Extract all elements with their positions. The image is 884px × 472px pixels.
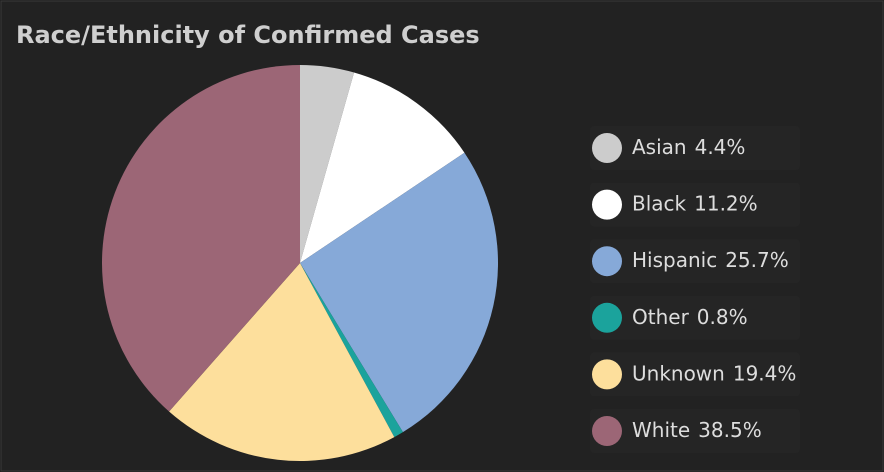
legend-row-bg	[590, 409, 800, 453]
legend-swatch	[592, 416, 622, 446]
pie-slice	[169, 263, 395, 461]
legend-value: 25.7%	[725, 248, 789, 272]
legend-value: 11.2%	[694, 191, 758, 215]
legend-entry: Hispanic 25.7%	[632, 248, 789, 272]
legend-label: Hispanic	[632, 248, 717, 272]
legend-label: Unknown	[632, 361, 725, 385]
pie-slice	[101, 65, 300, 412]
legend-row-bg	[590, 182, 800, 227]
legend-row-bg	[590, 295, 800, 340]
legend-label: Black	[632, 191, 687, 215]
legend-row-bg	[590, 126, 800, 170]
pie-slice	[300, 65, 355, 263]
legend-swatch	[592, 302, 622, 333]
legend-swatch	[592, 359, 622, 390]
legend-value: 0.8%	[697, 304, 748, 328]
legend-entry: Other 0.8%	[632, 304, 748, 328]
pie-slice	[300, 152, 498, 433]
legend-value: 19.4%	[733, 361, 797, 385]
legend-swatch	[592, 189, 622, 220]
pie-slice	[300, 263, 403, 438]
legend-entry: Unknown 19.4%	[632, 361, 796, 385]
legend-row-bg	[590, 239, 800, 284]
legend-entry: Asian 4.4%	[632, 135, 745, 159]
legend-value: 4.4%	[695, 135, 746, 159]
chart-title: Race/Ethnicity of Confirmed Cases	[16, 21, 480, 49]
legend-swatch	[592, 246, 622, 277]
legend-value: 38.5%	[698, 418, 762, 442]
legend-entry: White 38.5%	[632, 418, 762, 442]
legend-label: Other	[632, 304, 690, 328]
legend-entry: Black 11.2%	[632, 191, 758, 215]
legend-label: Asian	[632, 135, 687, 159]
legend-label: White	[632, 418, 690, 442]
legend-row-bg	[590, 352, 800, 397]
pie-slice	[300, 72, 465, 263]
legend-swatch	[592, 133, 622, 163]
